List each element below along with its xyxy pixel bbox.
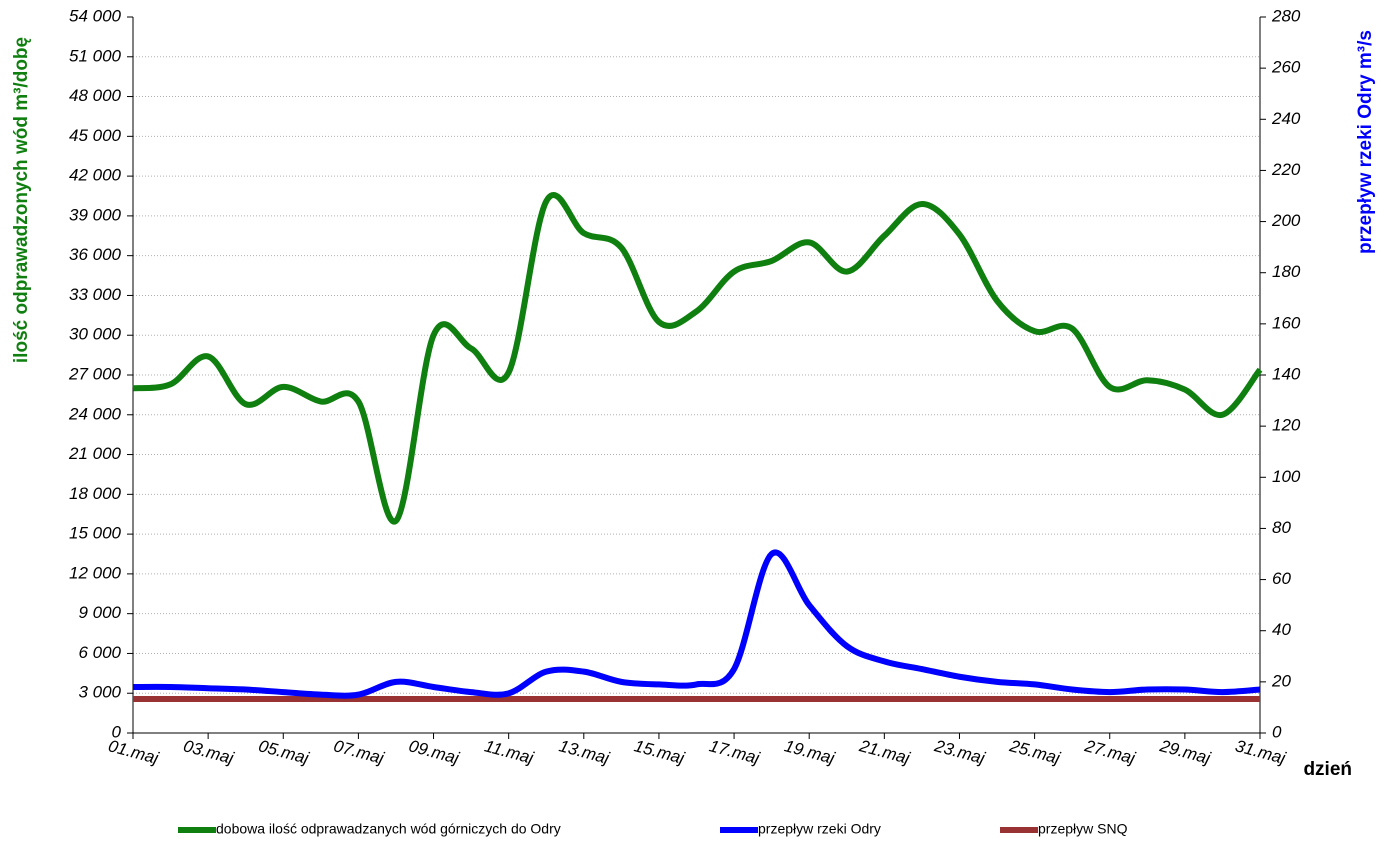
x-tick-label: 25.maj [1007,736,1063,768]
x-tick-label: 05.maj [256,736,311,768]
y-tick-label: 6 000 [78,643,121,662]
y-tick-label: 54 000 [69,6,122,25]
x-tick-label: 11.maj [482,736,536,768]
y-tick-label: 24 000 [68,404,122,423]
y2-tick-label: 0 [1272,722,1282,741]
y-tick-label: 30 000 [69,325,122,344]
series-line [132,191,1263,525]
y-tick-label: 3 000 [78,683,121,702]
y-tick-label: 27 000 [68,364,122,383]
y-tick-label: 18 000 [69,484,122,503]
y-axis-title: ilość odprawadzonych wód m³/dobę [11,37,32,363]
y2-tick-label: 100 [1272,467,1301,486]
x-tick-label: 21.maj [857,736,913,768]
y2-tick-label: 160 [1272,313,1301,332]
y2-tick-label: 60 [1272,569,1291,588]
y2-tick-label: 20 [1271,671,1291,690]
x-tick-label: 19.maj [782,736,837,768]
x-tick-label: 27.maj [1082,736,1138,768]
x-tick-label: 13.maj [557,736,612,768]
y-tick-label: 15 000 [69,524,122,543]
x-tick-label: 29.maj [1157,736,1213,768]
y-tick-label: 51 000 [69,46,122,65]
y2-tick-label: 260 [1271,58,1301,77]
y2-tick-label: 40 [1272,620,1291,639]
series-line [132,549,1261,699]
y2-tick-label: 280 [1271,6,1301,25]
y2-tick-label: 200 [1271,211,1301,230]
x-axis-title: dzień [1303,759,1352,780]
x-tick-label: 01.maj [106,736,161,768]
x-tick-label: 07.maj [332,736,387,768]
legend-label: dobowa ilość odprawadzanych wód górniczy… [216,821,561,837]
y-tick-label: 36 000 [69,245,122,264]
legend-label: przepływ rzeki Odry [758,821,881,837]
x-tick-label: 23.maj [932,736,988,768]
x-tick-label: 17.maj [707,736,762,768]
y-tick-label: 42 000 [69,166,122,185]
y-tick-label: 12 000 [69,563,122,582]
y2-axis-title: przepływ rzeki Odry m³/s [1355,30,1376,254]
legend-label: przepływ SNQ [1038,821,1128,837]
y-tick-label: 0 [112,722,122,741]
x-tick-label: 09.maj [407,736,462,768]
y2-tick-label: 180 [1272,262,1301,281]
x-tick-label: 15.maj [632,736,687,768]
y2-tick-label: 240 [1271,109,1301,128]
y2-tick-label: 80 [1272,518,1291,537]
y2-tick-label: 120 [1272,416,1301,435]
y2-tick-label: 220 [1271,160,1301,179]
y-tick-label: 39 000 [69,205,122,224]
y-tick-label: 45 000 [69,126,122,145]
y-tick-label: 21 000 [68,444,122,463]
y2-tick-label: 140 [1272,364,1301,383]
y-tick-label: 9 000 [78,603,121,622]
y-tick-label: 48 000 [69,86,122,105]
x-tick-label: 03.maj [181,736,236,768]
y-tick-label: 33 000 [69,285,122,304]
